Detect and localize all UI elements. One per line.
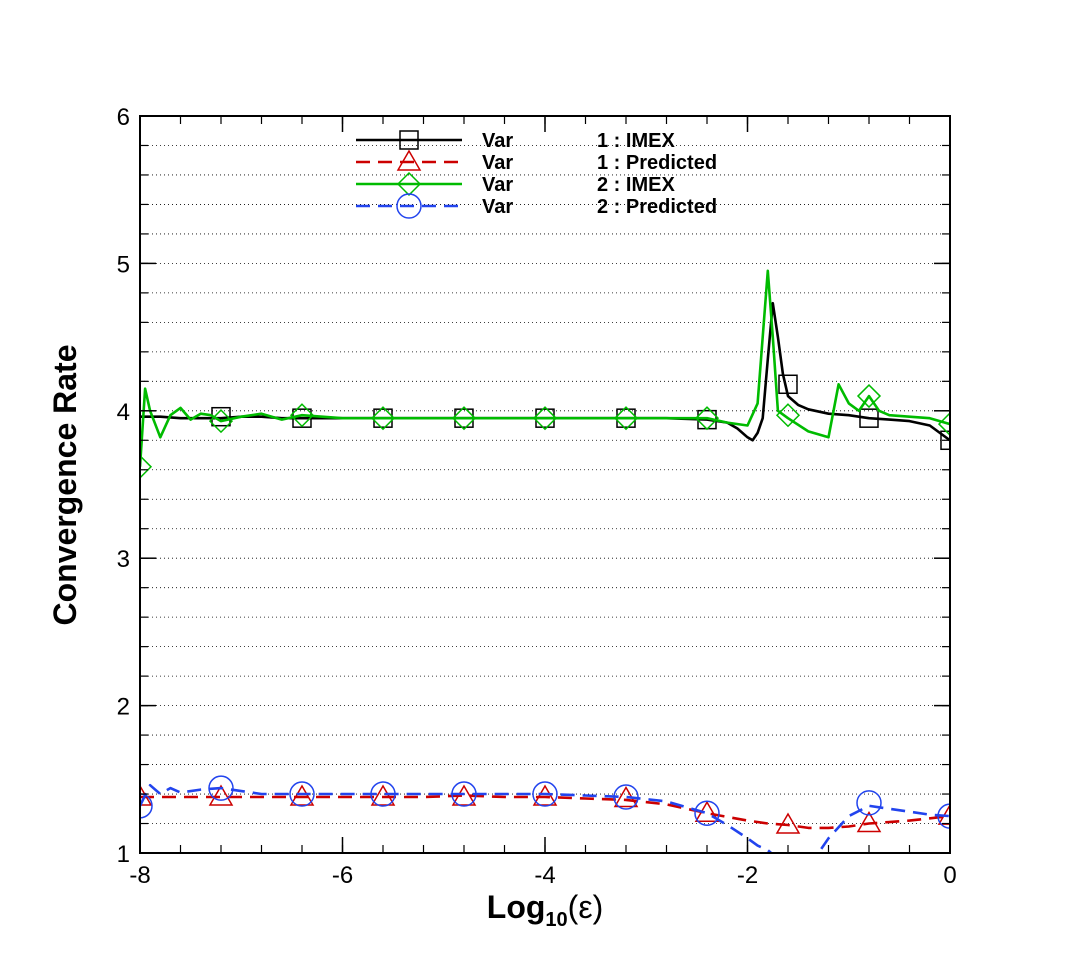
series-3-marker [140, 454, 153, 479]
legend-series-label: 2 : IMEX [597, 174, 675, 196]
y-axis-title: Convergence Rate [47, 345, 83, 626]
y-tick-label: 4 [117, 399, 130, 426]
y-tick-label: 5 [117, 251, 130, 278]
x-axis-title-main: Log [487, 889, 546, 925]
series-2-marker [775, 812, 801, 834]
series-3-marker [694, 406, 720, 431]
series-4-marker [451, 781, 477, 807]
series-3-line [140, 269, 950, 467]
series-2-marker [208, 784, 234, 806]
series-4-marker [613, 784, 639, 810]
y-tick-label: 1 [117, 841, 130, 868]
series-1-line [140, 301, 950, 442]
legend-marker-3 [396, 171, 422, 197]
y-tick-label: 6 [117, 104, 130, 131]
series-1 [140, 301, 950, 451]
series-3-marker [856, 383, 882, 409]
series-3 [140, 269, 950, 479]
legend-marker-4 [396, 193, 422, 219]
series-layer [140, 269, 950, 853]
series-4-line [140, 783, 950, 853]
series-2-marker [370, 784, 396, 806]
series-3-marker [451, 406, 477, 431]
series-4-marker [140, 793, 153, 819]
x-tick-label: -6 [332, 862, 353, 889]
x-tick-label: 0 [943, 862, 956, 889]
legend-series-label: 1 : Predicted [597, 152, 717, 174]
series-3-marker [532, 406, 558, 431]
series-4-marker [208, 775, 234, 801]
series-1-marker [778, 374, 798, 395]
series-3-marker [937, 412, 950, 437]
series-2-marker [451, 784, 477, 806]
series-4-marker [937, 803, 950, 829]
series-3-marker [370, 406, 396, 431]
y-tick-label: 3 [117, 546, 130, 573]
x-tick-label: -8 [129, 862, 150, 889]
series-1-marker [859, 408, 879, 428]
legend-var-label: Var [482, 130, 513, 152]
legend-var-label: Var [482, 196, 513, 218]
legend-var-label: Var [482, 174, 513, 196]
legend-marker-2 [396, 149, 422, 171]
series-4-marker [289, 781, 315, 807]
series-3-marker [208, 409, 234, 434]
series-3-marker [289, 403, 315, 428]
series-4-marker [532, 781, 558, 807]
legend-series-label: 1 : IMEX [597, 130, 675, 152]
series-1-marker [940, 430, 950, 451]
grid-lines [140, 145, 950, 824]
y-tick-label: 2 [117, 694, 130, 721]
x-tick-label: -4 [534, 862, 555, 889]
series-2-line [140, 794, 950, 830]
series-4 [140, 775, 950, 853]
x-tick-label: -2 [737, 862, 758, 889]
legend-marker-1 [399, 130, 419, 150]
legend-var-label: Var [482, 152, 513, 174]
series-4-marker [856, 790, 882, 816]
series-2-marker [856, 811, 882, 833]
series-4-marker [370, 781, 396, 807]
plot-frame [139, 115, 951, 854]
series-3-marker [613, 406, 639, 431]
legend: Var 1 : IMEX Var 1 : Predicted Var 2 : IMEX Va… [356, 130, 717, 219]
x-axis-title-tail: (ε) [568, 889, 604, 925]
series-2-marker [532, 784, 558, 806]
x-axis-title: Log10(ε) [487, 889, 603, 931]
x-axis-title-sub: 10 [545, 909, 567, 931]
series-3-marker [775, 403, 801, 428]
series-2-marker [289, 784, 315, 806]
series-2 [140, 784, 950, 834]
series-4-marker [694, 800, 720, 826]
legend-series-label: 2 : Predicted [597, 196, 717, 218]
axis-ticks: -8 -6 -4 -2 0 1 2 3 4 5 6 [117, 104, 957, 889]
